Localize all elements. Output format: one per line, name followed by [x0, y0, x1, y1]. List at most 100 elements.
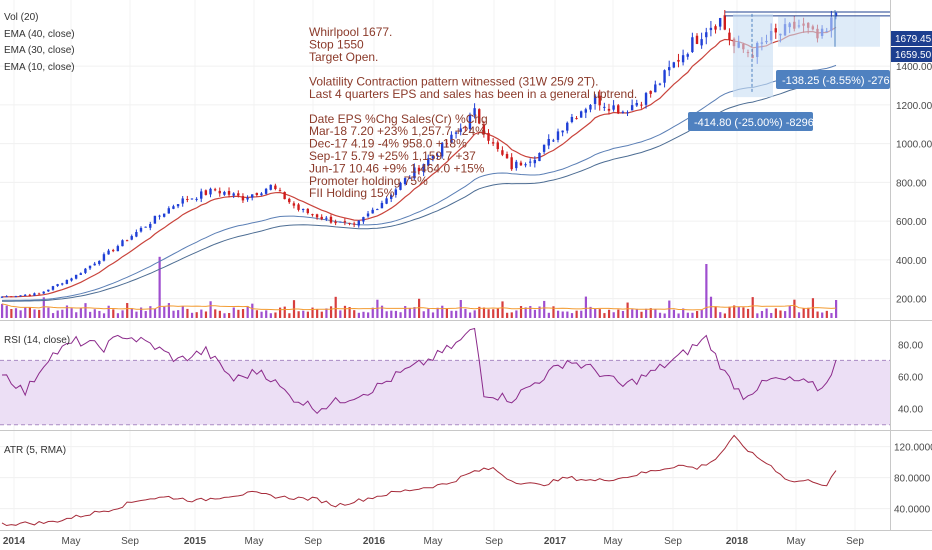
volume-bar	[506, 312, 509, 318]
note-line[interactable]: Jun-17 10.46 +9% 1,464.0 +15%	[309, 161, 485, 175]
note-line[interactable]: Date EPS %Chg Sales(Cr) %Chg	[309, 112, 488, 126]
volume-bar	[640, 311, 643, 318]
axes: 200.00 400.00 600.00 800.00 1000.00 1200.00 14…	[3, 62, 932, 547]
note-line[interactable]: Promoter holding 75%	[309, 174, 428, 188]
candle-body	[93, 263, 96, 266]
measure-tools[interactable]: -414.80 (-25.00%) -8296 -138.25 (-8.55%) …	[688, 9, 896, 131]
time-tick-label: 2016	[363, 536, 386, 547]
candle-body	[529, 161, 532, 163]
volume-bar	[510, 312, 513, 318]
candle-body	[612, 105, 615, 110]
volume-bar	[821, 312, 824, 318]
volume-bar	[149, 306, 152, 318]
note-line[interactable]: Whirlpool 1677.	[309, 25, 392, 39]
measure-box	[778, 16, 880, 47]
volume-bar	[765, 308, 768, 318]
volume-bar	[204, 311, 208, 318]
legend-ema30[interactable]: EMA (30, close)	[4, 45, 75, 56]
legend-atr[interactable]: ATR (5, RMA)	[4, 445, 66, 456]
candle-body	[681, 55, 685, 63]
legend-ema10[interactable]: EMA (10, close)	[4, 62, 75, 73]
volume-bar	[144, 311, 147, 318]
volume-bar	[723, 313, 726, 318]
volume-bar	[450, 310, 453, 318]
candle-body	[691, 37, 694, 53]
candle-body	[575, 118, 578, 120]
volume-bar	[547, 312, 550, 318]
candle-body	[320, 216, 323, 220]
volume-bar	[612, 312, 615, 318]
volume-bar	[408, 308, 411, 318]
note-line[interactable]: FII Holding 15%	[309, 186, 395, 200]
legend-ema40[interactable]: EMA (40, close)	[4, 29, 75, 40]
candle-body	[510, 157, 513, 170]
volume-bar	[130, 308, 133, 318]
price-tick-label: 200.00	[896, 295, 927, 306]
candle-body	[422, 164, 425, 173]
volume-bar	[515, 310, 518, 318]
candle-body	[204, 190, 208, 195]
volume-bar	[329, 306, 333, 318]
volume-bar	[223, 313, 226, 318]
candle-body	[598, 95, 601, 106]
volume-bar	[733, 305, 736, 318]
volume-bar	[700, 309, 703, 318]
volume-bar	[621, 310, 625, 318]
volume-bar	[737, 306, 740, 318]
price-badge-bg	[891, 31, 932, 46]
candle-body	[570, 116, 574, 123]
rsi-band	[0, 360, 890, 425]
volume-bar	[251, 303, 254, 318]
volume-bar	[214, 309, 217, 318]
measure-label: -138.25 (-8.55%) -2765	[782, 75, 896, 87]
candle-body	[139, 227, 143, 232]
measure-label-bg	[688, 112, 813, 131]
candle-body	[251, 194, 254, 198]
candle-body	[14, 296, 18, 298]
legend-vol[interactable]: Vol (20)	[4, 12, 38, 23]
time-tick-label: May	[62, 536, 81, 547]
volume-bar	[353, 310, 356, 318]
main-legend[interactable]: Vol (20) EMA (40, close) EMA (30, close)…	[4, 12, 75, 73]
note-line[interactable]: Dec-17 4.19 -4% 958.0 +18%	[309, 137, 467, 151]
time-tick-label: May	[787, 536, 806, 547]
candle-body	[19, 295, 22, 297]
volume-bar	[28, 307, 31, 318]
note-line[interactable]: Last 4 quarters EPS and sales has been i…	[309, 87, 637, 101]
volume-bar	[316, 309, 319, 318]
volume-bar	[306, 311, 309, 318]
candle-body	[98, 260, 101, 264]
volume-bar	[385, 311, 388, 318]
volume-bar	[38, 309, 41, 318]
time-tick-label: Sep	[485, 536, 503, 547]
volume-bar	[241, 309, 245, 318]
candle-body	[0, 296, 4, 298]
candle-body	[607, 108, 611, 111]
volume-bar	[376, 299, 379, 318]
volume-bar	[255, 310, 259, 318]
time-tick-label: May	[245, 536, 264, 547]
note-line[interactable]: Sep-17 5.79 +25% 1,159.7 +37	[309, 149, 476, 163]
volume-bar	[816, 311, 819, 318]
ema-line	[1, 26, 837, 298]
candle-body	[538, 152, 541, 162]
volume-bar	[163, 306, 166, 318]
volume-bar	[177, 310, 180, 318]
note-line[interactable]: Stop 1550	[309, 37, 364, 51]
time-tick-label: 2015	[184, 536, 207, 547]
note-line[interactable]: Mar-18 7.20 +23% 1,257.7 +24%	[309, 124, 486, 138]
measure-box	[733, 13, 773, 98]
note-line[interactable]: Target Open.	[309, 50, 378, 64]
volume-bar	[297, 311, 300, 318]
note-line[interactable]: Volatility Contraction pattern witnessed…	[309, 75, 598, 89]
volume-bar	[830, 313, 833, 318]
volume-bar	[631, 309, 634, 318]
legend-rsi[interactable]: RSI (14, close)	[4, 335, 70, 346]
candle-body	[28, 294, 31, 296]
volume-bar	[246, 306, 249, 318]
volume-bar	[672, 309, 676, 318]
candle-body	[297, 204, 300, 210]
candle-body	[84, 268, 87, 273]
candle-body	[269, 184, 272, 190]
